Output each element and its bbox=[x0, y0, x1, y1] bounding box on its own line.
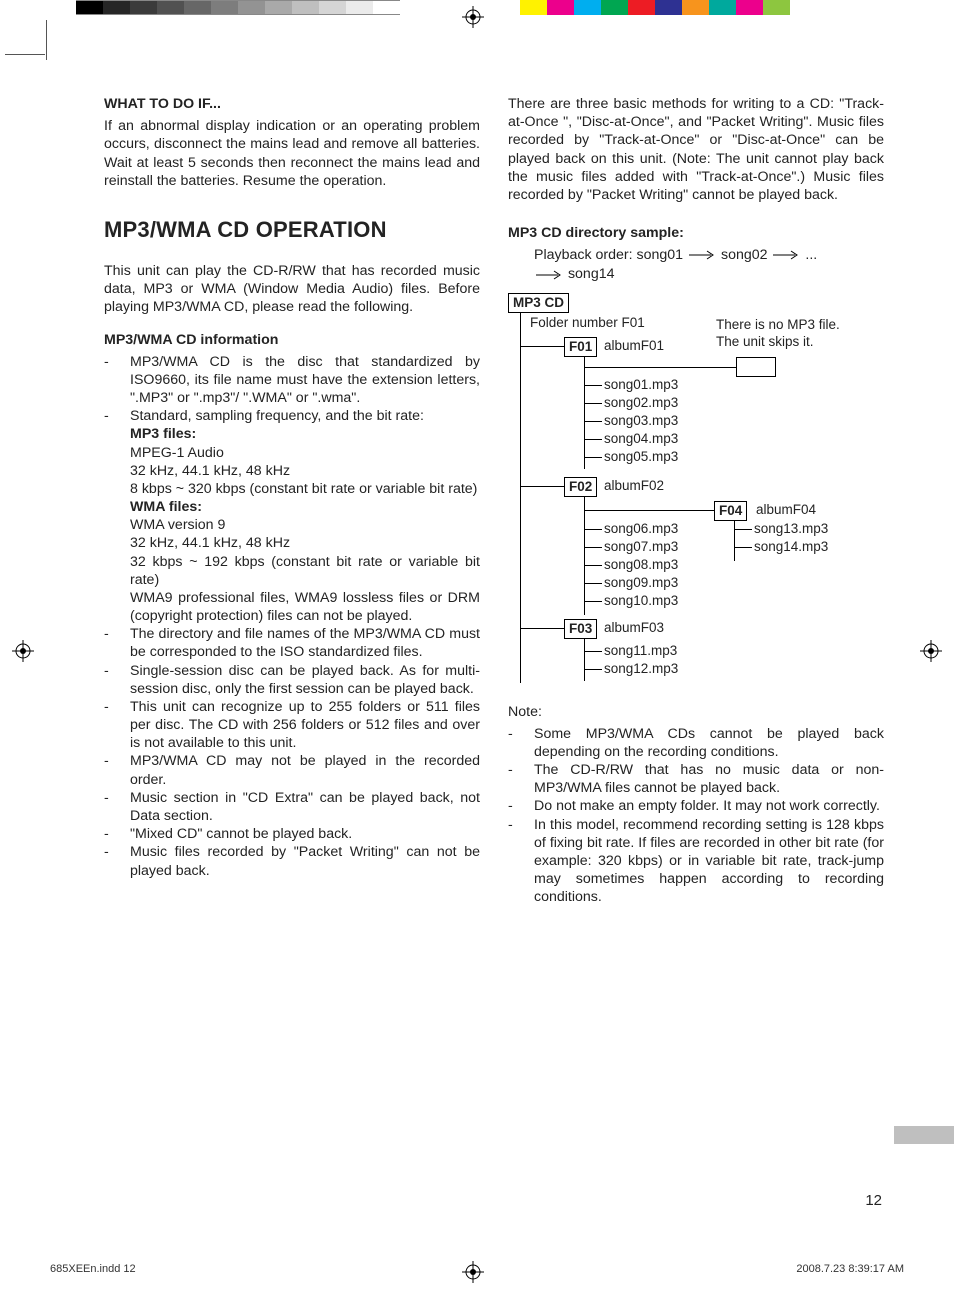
list-item: Some MP3/WMA CDs cannot be played back d… bbox=[534, 725, 884, 761]
left-column: WHAT TO DO IF... If an abnormal display … bbox=[104, 95, 480, 906]
folder-box: F03 bbox=[564, 619, 597, 639]
album-label: albumF02 bbox=[604, 478, 664, 494]
song-file: song04.mp3 bbox=[604, 431, 678, 447]
footer-timestamp: 2008.7.23 8:39:17 AM bbox=[796, 1263, 904, 1275]
list-item: "Mixed CD" cannot be played back. bbox=[130, 825, 480, 843]
page-number: 12 bbox=[865, 1192, 882, 1209]
right-column: There are three basic methods for writin… bbox=[508, 95, 884, 906]
writing-methods-paragraph: There are three basic methods for writin… bbox=[508, 95, 884, 204]
tree-root: MP3 CD bbox=[508, 293, 569, 313]
song-file: song13.mp3 bbox=[754, 521, 828, 537]
album-label: albumF04 bbox=[756, 502, 816, 518]
list-item: Do not make an empty folder. It may not … bbox=[534, 797, 884, 815]
directory-sample-heading: MP3 CD directory sample: bbox=[508, 224, 884, 242]
spec-line: WMA version 9 bbox=[130, 516, 480, 534]
document-page: WHAT TO DO IF... If an abnormal display … bbox=[0, 0, 954, 1305]
info-list-cont: -The directory and file names of the MP3… bbox=[104, 625, 480, 879]
list-item: The CD-R/RW that has no music data or no… bbox=[534, 761, 884, 797]
what-to-do-body: If an abnormal display indication or an … bbox=[104, 117, 480, 190]
wma-files-label: WMA files: bbox=[130, 498, 480, 516]
folder-number-label: Folder number F01 bbox=[530, 315, 645, 331]
spec-line: WMA9 professional files, WMA9 lossless f… bbox=[130, 589, 480, 625]
list-item: Music section in "CD Extra" can be playe… bbox=[130, 789, 480, 825]
list-item: Music files recorded by "Packet Writing"… bbox=[130, 843, 480, 879]
list-item: The directory and file names of the MP3/… bbox=[130, 625, 480, 661]
what-to-do-heading: WHAT TO DO IF... bbox=[104, 95, 480, 113]
list-item: MP3/WMA CD may not be played in the reco… bbox=[130, 752, 480, 788]
song-file: song10.mp3 bbox=[604, 593, 678, 609]
song-file: song09.mp3 bbox=[604, 575, 678, 591]
no-mp3-note: There is no MP3 file. bbox=[716, 317, 840, 333]
mp3-files-label: MP3 files: bbox=[130, 425, 480, 443]
footer-filename: 685XEEn.indd 12 bbox=[50, 1263, 136, 1275]
song-file: song06.mp3 bbox=[604, 521, 678, 537]
intro-paragraph: This unit can play the CD-R/RW that has … bbox=[104, 262, 480, 317]
arrow-icon bbox=[534, 270, 564, 280]
spec-line: 32 kHz, 44.1 kHz, 48 kHz bbox=[130, 534, 480, 552]
spec-line: 8 kbps ~ 320 kbps (constant bit rate or … bbox=[130, 480, 480, 498]
album-label: albumF01 bbox=[604, 338, 664, 354]
folder-box: F01 bbox=[564, 337, 597, 357]
empty-folder-box bbox=[736, 357, 776, 377]
song-file: song11.mp3 bbox=[604, 643, 677, 659]
spec-line: 32 kHz, 44.1 kHz, 48 kHz bbox=[130, 462, 480, 480]
song-file: song01.mp3 bbox=[604, 377, 678, 393]
print-footer: 685XEEn.indd 12 2008.7.23 8:39:17 AM bbox=[50, 1263, 904, 1275]
no-mp3-note: The unit skips it. bbox=[716, 334, 814, 350]
arrow-icon bbox=[687, 250, 717, 260]
info-list: -MP3/WMA CD is the disc that standardize… bbox=[104, 353, 480, 426]
song-file: song07.mp3 bbox=[604, 539, 678, 555]
song-file: song12.mp3 bbox=[604, 661, 678, 677]
directory-tree-diagram: MP3 CD Folder number F01 There is no MP3 f… bbox=[508, 293, 884, 693]
spec-line: MPEG-1 Audio bbox=[130, 444, 480, 462]
playback-order: Playback order: song01 song02 ... song14 bbox=[534, 246, 884, 284]
song-file: song05.mp3 bbox=[604, 449, 678, 465]
folder-box: F02 bbox=[564, 477, 597, 497]
list-item: Single-session disc can be played back. … bbox=[130, 662, 480, 698]
song-file: song02.mp3 bbox=[604, 395, 678, 411]
arrow-icon bbox=[771, 250, 801, 260]
album-label: albumF03 bbox=[604, 620, 664, 636]
spec-line: 32 kbps ~ 192 kbps (constant bit rate or… bbox=[130, 553, 480, 589]
list-item: MP3/WMA CD is the disc that standardized… bbox=[130, 353, 480, 408]
song-file: song14.mp3 bbox=[754, 539, 828, 555]
song-file: song08.mp3 bbox=[604, 557, 678, 573]
section-title: MP3/WMA CD OPERATION bbox=[104, 216, 480, 244]
list-item: Standard, sampling frequency, and the bi… bbox=[130, 407, 480, 425]
note-list: -Some MP3/WMA CDs cannot be played back … bbox=[508, 725, 884, 907]
note-heading: Note: bbox=[508, 703, 884, 721]
list-item: In this model, recommend recording setti… bbox=[534, 816, 884, 907]
info-heading: MP3/WMA CD information bbox=[104, 331, 480, 349]
list-item: This unit can recognize up to 255 folder… bbox=[130, 698, 480, 753]
folder-box: F04 bbox=[714, 501, 747, 521]
song-file: song03.mp3 bbox=[604, 413, 678, 429]
